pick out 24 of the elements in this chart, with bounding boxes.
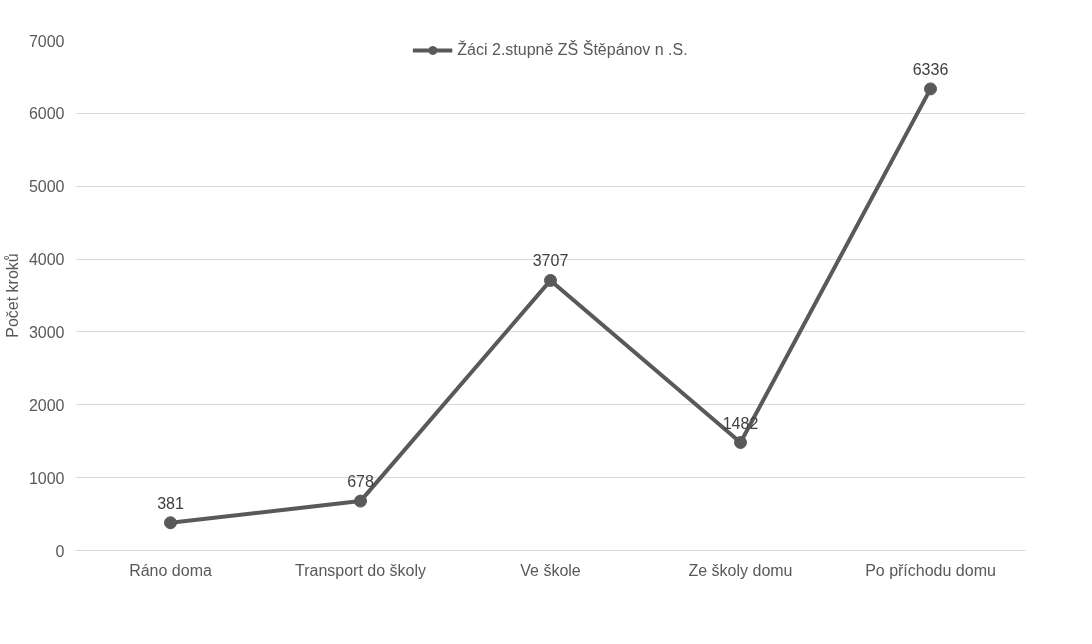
point: [924, 82, 937, 96]
y-tick-label: 5000: [28, 178, 65, 196]
y-axis-title: Počet kroků: [3, 253, 21, 338]
data-label: 6336: [912, 60, 949, 78]
y-tick-label: 0: [55, 542, 65, 560]
data-label: 3707: [532, 252, 569, 270]
point: [164, 516, 177, 530]
x-tick-label: Po příchodu domu: [865, 561, 996, 579]
y-tick-label: 2000: [28, 396, 65, 414]
x-tick-label: Transport do školy: [294, 561, 427, 579]
data-label: 678: [347, 473, 374, 491]
x-tick-label: Ve škole: [520, 561, 581, 579]
point: [544, 273, 557, 287]
y-tick-label: 7000: [28, 32, 65, 50]
legend-label: Žáci 2.stupně ZŠ Štěpánov n .S.: [457, 41, 688, 59]
y-tick-label: 1000: [28, 469, 65, 487]
y-tick-label: 6000: [28, 105, 65, 123]
point: [354, 494, 367, 508]
y-tick-label: 4000: [28, 251, 65, 269]
data-label: 381: [157, 494, 184, 512]
point: [734, 436, 747, 450]
y-tick-label: 3000: [28, 323, 65, 341]
x-tick-label: Ráno doma: [129, 561, 212, 579]
x-tick-label: Ze školy domu: [688, 561, 793, 579]
